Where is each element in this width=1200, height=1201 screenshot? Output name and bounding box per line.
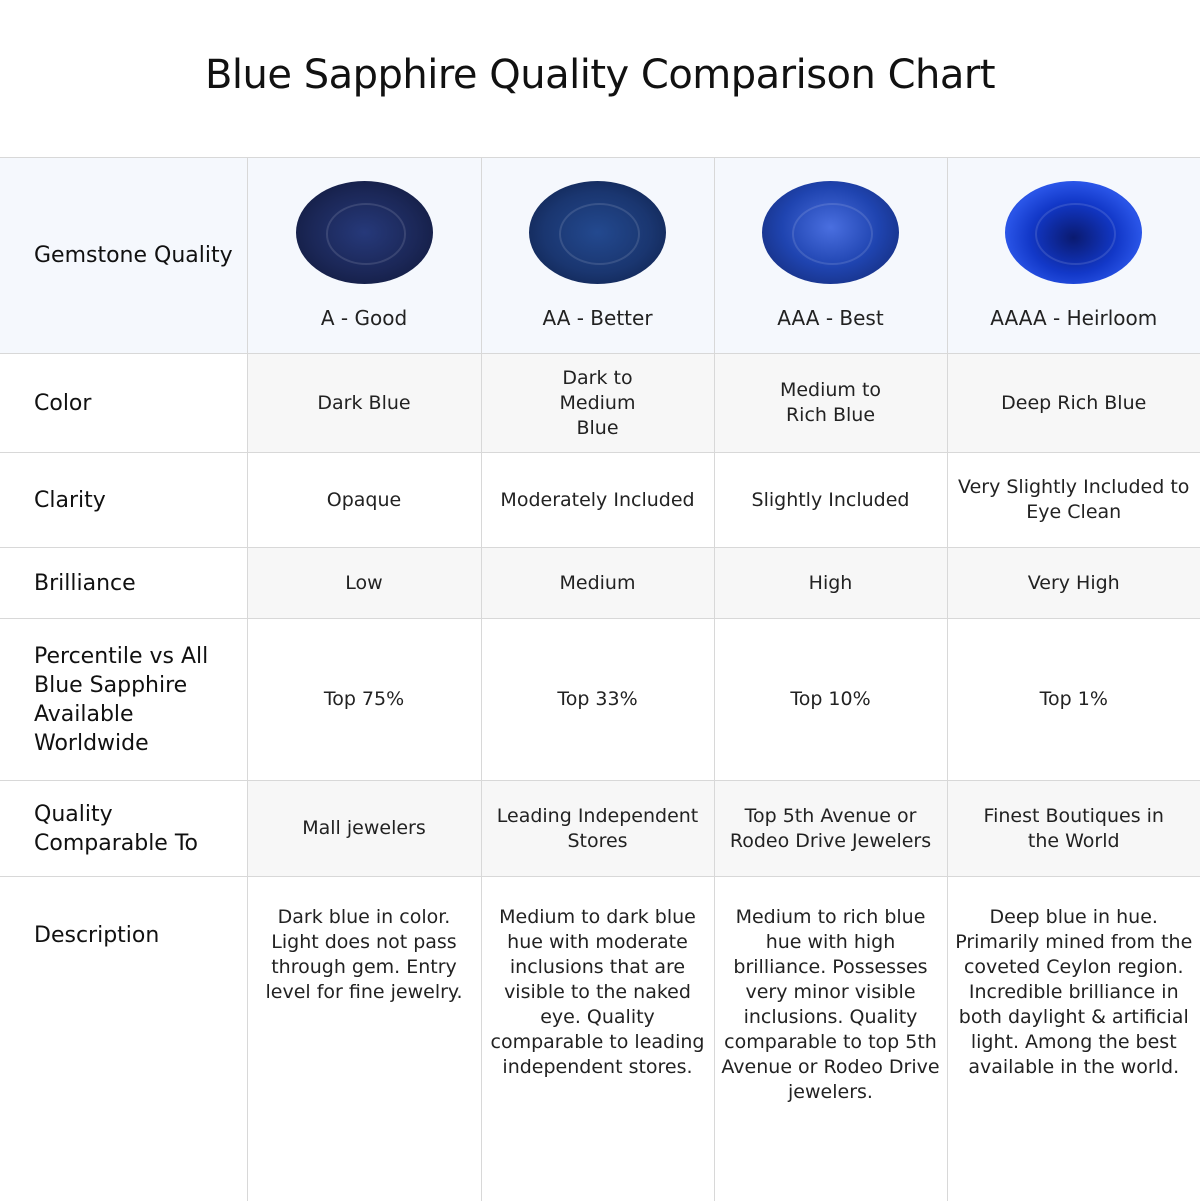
cell: Mall jewelers	[246, 780, 482, 877]
row-color: Color Dark Blue Dark to Medium Blue Medi…	[0, 353, 1200, 453]
cell: Deep blue in hue. Primarily mined from t…	[946, 876, 1200, 1201]
row-label: Gemstone Quality	[0, 157, 248, 354]
row-label: Color	[0, 353, 248, 453]
cell: Leading Independent Stores	[480, 780, 715, 877]
sapphire-image-aa	[529, 180, 666, 284]
grade-label: AA - Better	[542, 305, 653, 330]
sapphire-image-a	[295, 180, 433, 284]
cell: Medium to Rich Blue	[713, 353, 948, 453]
row-percentile: Percentile vs All Blue Sapphire Availabl…	[0, 618, 1200, 781]
row-gemstone-quality: Gemstone Quality A - Good AA - Better AA…	[0, 157, 1200, 354]
cell: High	[713, 547, 948, 619]
cell: Moderately Included	[480, 452, 715, 548]
comparison-table: Gemstone Quality A - Good AA - Better AA…	[0, 157, 1200, 1201]
row-label: Clarity	[0, 452, 248, 548]
cell: Medium	[480, 547, 715, 619]
cell: Dark to Medium Blue	[480, 353, 715, 453]
cell: Deep Rich Blue	[946, 353, 1200, 453]
cell: Opaque	[246, 452, 482, 548]
cell: Low	[246, 547, 482, 619]
row-label: Description	[0, 876, 248, 1201]
cell: Top 10%	[713, 618, 948, 781]
row-clarity: Clarity Opaque Moderately Included Sligh…	[0, 452, 1200, 548]
grade-label: A - Good	[320, 305, 408, 330]
row-label: Percentile vs All Blue Sapphire Availabl…	[0, 618, 248, 781]
cell: Finest Boutiques in the World	[946, 780, 1200, 877]
cell: Top 75%	[246, 618, 482, 781]
cell: Very High	[946, 547, 1200, 619]
row-label: Quality Comparable To	[0, 780, 248, 877]
row-description: Description Dark blue in color. Light do…	[0, 876, 1200, 1201]
cell: Dark Blue	[246, 353, 482, 453]
cell: Top 1%	[946, 618, 1200, 781]
page-title: Blue Sapphire Quality Comparison Chart	[204, 52, 996, 98]
cell: Medium to rich blue hue with high brilli…	[713, 876, 948, 1201]
row-label: Brilliance	[0, 547, 248, 619]
cell: Slightly Included	[713, 452, 948, 548]
cell: Very Slightly Included to Eye Clean	[946, 452, 1200, 548]
grade-label: AAAA - Heirloom	[990, 305, 1158, 330]
cell: Dark blue in color. Light does not pass …	[246, 876, 482, 1201]
cell: Top 5th Avenue or Rodeo Drive Jewelers	[713, 780, 948, 877]
cell: Medium to dark blue hue with moderate in…	[480, 876, 715, 1201]
sapphire-image-aaa	[762, 180, 899, 284]
cell: Top 33%	[480, 618, 715, 781]
sapphire-image-aaaa	[1005, 180, 1143, 284]
row-comparable: Quality Comparable To Mall jewelers Lead…	[0, 780, 1200, 877]
row-brilliance: Brilliance Low Medium High Very High	[0, 547, 1200, 619]
grade-label: AAA - Best	[777, 305, 884, 330]
